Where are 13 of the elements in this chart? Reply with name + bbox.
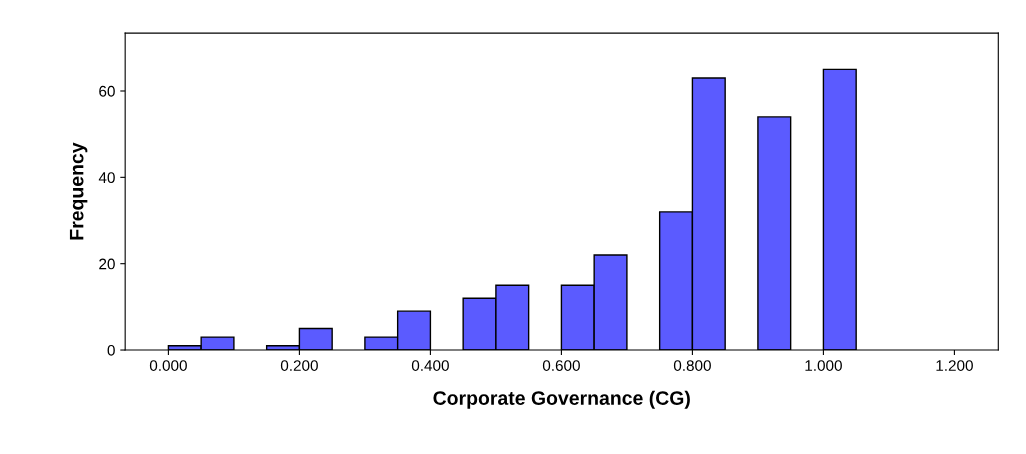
x-tick-label: 0.800: [673, 360, 711, 371]
x-axis-title: Corporate Governance (CG): [433, 390, 690, 409]
y-tick-label: 40: [98, 172, 115, 184]
y-axis-title: Frequency: [69, 142, 88, 240]
y-tick-label: 60: [99, 85, 115, 97]
y-tick-label: 20: [99, 258, 115, 270]
x-tick-label: 0.000: [149, 360, 187, 371]
y-tick-label: 0: [107, 344, 115, 356]
x-tick-label: 1.000: [805, 360, 842, 371]
x-tick-label: 0.200: [280, 360, 318, 371]
x-tick-label: 0.400: [411, 360, 449, 371]
x-tick-label: 0.600: [542, 360, 580, 371]
x-tick-label: 1.200: [936, 360, 973, 371]
